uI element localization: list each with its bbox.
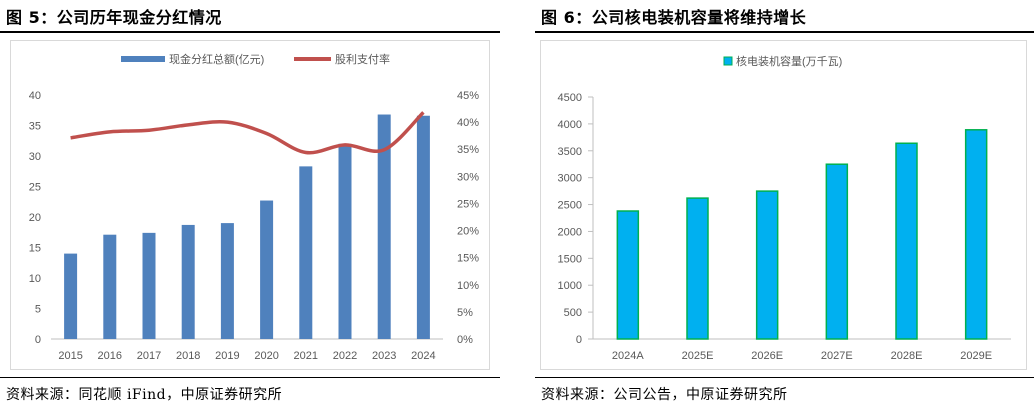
x-tick-label: 2025E bbox=[682, 350, 714, 362]
y-left-tick-label: 5 bbox=[35, 304, 41, 316]
y-right-tick-label: 10% bbox=[457, 280, 479, 292]
figure-5-bottom-rule bbox=[0, 377, 500, 378]
y-tick-label: 0 bbox=[576, 334, 582, 346]
x-tick-label: 2022 bbox=[333, 350, 357, 362]
y-left-tick-label: 20 bbox=[29, 212, 41, 224]
bar-capacity-2026E bbox=[755, 190, 779, 340]
bar-dividend-2022 bbox=[338, 143, 352, 339]
y-tick-label: 500 bbox=[564, 307, 582, 319]
bar-capacity-2024A bbox=[616, 210, 640, 340]
x-tick-label: 2017 bbox=[137, 350, 161, 362]
y-tick-label: 4500 bbox=[558, 92, 582, 104]
figure-6-chart-area: 核电装机容量(万千瓦) 0 500 1000 1500 2000 2500 3000 3500 4… bbox=[540, 40, 1027, 370]
x-tick-label: 2019 bbox=[215, 350, 239, 362]
figure-5-chart-area: 现金分红总额(亿元) 股利支付率 0 5 10 15 20 25 30 35 40 0% 5% 10% 15… bbox=[10, 40, 490, 370]
figure-5-top-rule bbox=[0, 31, 500, 33]
y-right-tick-label: 25% bbox=[457, 198, 479, 210]
y-right-tick-label: 35% bbox=[457, 144, 479, 156]
bar-dividend-2015 bbox=[64, 253, 78, 339]
y-left-tick-label: 40 bbox=[29, 90, 41, 102]
dividend-chart: 现金分红总额(亿元) 股利支付率 0 5 10 15 20 25 30 35 40 0% 5% 10% 15… bbox=[29, 52, 479, 362]
bar-capacity-2028E bbox=[895, 142, 918, 340]
x-tick-label: 2026E bbox=[751, 350, 783, 362]
y-left-tick-label: 35 bbox=[29, 121, 41, 133]
y-tick-label: 3000 bbox=[558, 173, 582, 185]
legend-capacity-label: 核电装机容量(万千瓦) bbox=[736, 54, 842, 68]
x-tick-label: 2015 bbox=[58, 350, 82, 362]
figure-5-panel: 图 5：公司历年现金分红情况 现金分红总额(亿元) 股利支付率 0 5 10 15 20 25… bbox=[0, 0, 500, 410]
legend-line-label: 股利支付率 bbox=[335, 52, 390, 66]
bar-dividend-2016 bbox=[103, 234, 117, 339]
y-left-tick-label: 15 bbox=[29, 243, 41, 255]
bar-dividend-2021 bbox=[299, 166, 313, 339]
y-left-tick-label: 25 bbox=[29, 182, 41, 194]
figure-5-source: 资料来源：同花顺 iFind，中原证券研究所 bbox=[6, 387, 283, 403]
payout-ratio-line bbox=[70, 111, 425, 155]
x-tick-label: 2020 bbox=[254, 350, 278, 362]
nuclear-capacity-chart: 核电装机容量(万千瓦) 0 500 1000 1500 2000 2500 3000 3500 4… bbox=[558, 54, 1011, 362]
figure-6-title: 图 6：公司核电装机容量将维持增长 bbox=[541, 8, 807, 27]
bar-dividend-2017 bbox=[142, 232, 156, 339]
y-right-tick-label: 15% bbox=[457, 253, 479, 265]
y-right-tick-label: 0% bbox=[457, 334, 473, 346]
bar-dividend-2019 bbox=[220, 223, 234, 339]
y-tick-label: 3500 bbox=[558, 146, 582, 158]
x-tick-label: 2027E bbox=[821, 350, 853, 362]
y-right-tick-label: 30% bbox=[457, 171, 479, 183]
x-tick-label: 2018 bbox=[176, 350, 200, 362]
x-tick-label: 2024 bbox=[411, 350, 435, 362]
figure-6-panel: 图 6：公司核电装机容量将维持增长 核电装机容量(万千瓦) 0 500 1000 150… bbox=[535, 0, 1034, 410]
figure-6-source: 资料来源：公司公告，中原证券研究所 bbox=[541, 387, 788, 403]
y-tick-label: 1000 bbox=[558, 280, 582, 292]
bar-capacity-2025E bbox=[686, 197, 709, 340]
x-tick-label: 2029E bbox=[960, 350, 992, 362]
bar-dividend-2020 bbox=[260, 200, 274, 339]
bar-capacity-2029E bbox=[964, 129, 988, 340]
y-right-tick-label: 5% bbox=[457, 307, 473, 319]
x-tick-label: 2021 bbox=[294, 350, 318, 362]
x-tick-label: 2016 bbox=[98, 350, 122, 362]
x-tick-label: 2028E bbox=[891, 350, 923, 362]
legend-bar-label: 现金分红总额(亿元) bbox=[169, 52, 264, 66]
y-right-tick-label: 40% bbox=[457, 117, 479, 129]
bar-capacity-2027E bbox=[825, 163, 849, 340]
y-right-tick-label: 20% bbox=[457, 226, 479, 238]
y-tick-label: 2000 bbox=[558, 226, 582, 238]
y-tick-label: 2500 bbox=[558, 200, 582, 212]
legend-capacity-swatch bbox=[723, 56, 733, 66]
y-tick-label: 4000 bbox=[558, 119, 582, 131]
figure-6-bottom-rule bbox=[535, 377, 1034, 378]
figure-5-title: 图 5：公司历年现金分红情况 bbox=[6, 8, 222, 27]
bar-dividend-2024 bbox=[416, 115, 430, 340]
legend-bar-swatch bbox=[121, 56, 165, 62]
y-left-tick-label: 10 bbox=[29, 273, 41, 285]
bar-dividend-2023 bbox=[377, 114, 391, 340]
y-left-tick-label: 30 bbox=[29, 151, 41, 163]
y-right-tick-label: 45% bbox=[457, 90, 479, 102]
bar-dividend-2018 bbox=[181, 224, 195, 339]
x-tick-label: 2024A bbox=[612, 350, 644, 362]
figure-6-top-rule bbox=[535, 31, 1034, 33]
y-left-tick-label: 0 bbox=[35, 334, 41, 346]
y-tick-label: 1500 bbox=[558, 253, 582, 265]
x-tick-label: 2023 bbox=[372, 350, 396, 362]
